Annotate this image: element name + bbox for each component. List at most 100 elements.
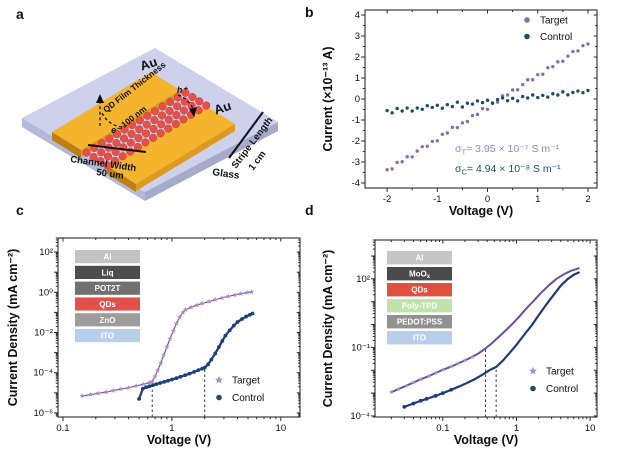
data-point [180,309,186,315]
guide-lines [485,348,497,417]
y-axis-tick-labels: 10⁻⁴ 10⁻¹ 10² [350,274,370,422]
data-point [178,374,183,379]
legend: Target Control [524,16,572,43]
data-point [400,160,404,164]
qd-sphere [179,115,188,124]
data-point [586,42,590,46]
data-point [137,397,142,401]
legend-item-target: Target [529,367,574,378]
data-point [147,384,152,389]
data-point [227,328,232,333]
data-point [196,368,201,373]
qd-sphere [97,148,106,157]
data-point [435,103,440,107]
legend-item-target: Target [215,376,260,387]
data-point [460,105,465,109]
y-tick-label: 1 [355,73,360,84]
data-point [396,386,401,392]
data-point [551,92,555,96]
data-point [389,389,394,395]
y-tick-label: -4 [352,178,360,189]
data-point [440,391,445,395]
data-point [425,104,429,108]
stack-layer-label: QDs [411,286,428,295]
stack-layer-al [75,250,140,264]
stack-layer-pot2t [75,281,140,295]
x-tick-label: 10 [276,423,287,434]
data-point [390,111,394,115]
legend-marker [530,385,536,392]
data-point [170,377,174,382]
electron-arrow-curve [101,112,123,128]
data-point [420,144,424,149]
data-point [469,354,475,359]
qd-sphere [150,107,160,116]
data-point [465,101,470,105]
panel-d-chart: 0.1 1 10 10⁻⁴ 10⁻¹ 10² Voltage (V) Current Dens… [321,239,598,447]
data-point [418,398,423,403]
data-point [410,109,414,113]
data-point [177,314,183,320]
data-point [420,107,424,111]
y-tick-label: 10⁻⁴ [33,368,53,379]
y-tick-label: 10⁰ [39,287,54,298]
panel-letter-a: a [16,6,24,22]
data-point [526,77,530,82]
stack-layer-label: ZnO [100,316,116,325]
data-point [448,364,454,369]
data-point [449,387,454,392]
annotation-sigma-c: σC= 4.94 × 10⁻⁸ S m⁻¹ [455,163,561,177]
data-point [571,90,575,95]
qd-sphere [141,129,151,138]
x-tick-label: -1 [433,194,441,205]
data-point [125,385,132,390]
data-point [225,293,231,299]
stack-layer-label: QDs [99,300,116,309]
qd-sphere [181,88,190,97]
data-point [390,167,394,171]
panel-letter-d: d [305,202,314,218]
data-point [415,106,419,110]
panel-b-chart: -2 -1 0 1 2 -4 -3 -2 -1 0 1 2 3 4 Voltage (V) Current (… [321,9,598,218]
data-point [155,367,161,373]
stack-layer-moo [387,267,452,281]
x-axis-title: Voltage (V) [454,433,518,447]
data-point [541,72,545,76]
x-axis-tick-labels: 0.1 1 10 [56,423,286,434]
data-point [418,376,423,382]
stack-layer-label: Poly-TPD [402,302,438,311]
au-right-end [107,166,136,192]
x-tick-label: 0.1 [56,423,69,434]
qd-sphere [164,115,173,124]
data-point [433,393,438,398]
series-control [402,271,580,409]
data-point [581,43,585,48]
series-control [137,311,255,401]
data-point [571,49,575,54]
data-point [566,54,570,58]
y-tick-label: -2 [352,136,360,147]
qd-sphere [120,125,129,134]
data-point [405,106,409,110]
qd-sphere [157,111,167,120]
qd-sphere [165,106,174,115]
glass-label: Glass [212,167,241,182]
data-point [404,383,409,388]
data-point [485,98,490,102]
stack-layer-label: POT2T [95,284,121,293]
qd-sphere [119,134,129,143]
legend-marker [216,394,222,401]
data-point [95,390,101,396]
qd-sphere [118,152,127,161]
data-point [103,389,109,395]
axis-ticks [361,10,597,192]
qd-sphere [89,152,98,161]
data-point [445,102,450,107]
legend-label: Target [540,16,568,27]
qd-sphere [105,134,114,143]
qd-sphere [135,125,144,134]
series-line [390,267,580,394]
data-point [485,107,490,111]
data-point [561,59,565,63]
qd-sphere [103,152,113,161]
